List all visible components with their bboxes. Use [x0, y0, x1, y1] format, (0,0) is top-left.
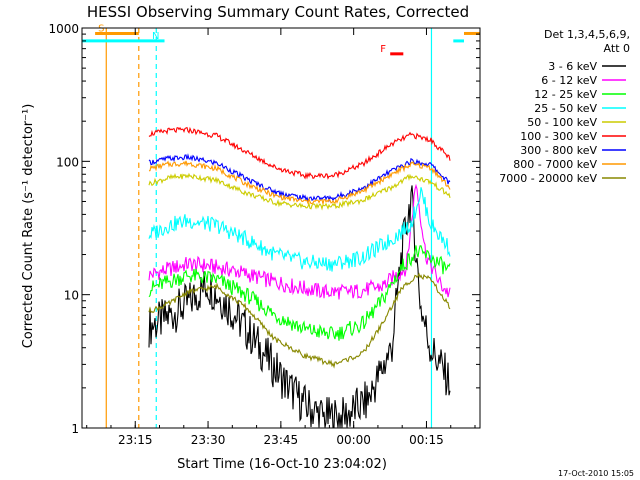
legend-label-4: 25 - 50 keV	[534, 102, 597, 115]
legend-label-5: 50 - 100 keV	[527, 116, 597, 129]
series-line-5	[148, 172, 451, 211]
legend-label-1: 3 - 6 keV	[548, 60, 597, 73]
legend-label-3: 12 - 25 keV	[534, 88, 597, 101]
x-tick-label-2: 23:30	[191, 433, 226, 447]
y-tick-label-4: 1000	[48, 22, 79, 36]
x-tick-label-4: 00:00	[336, 433, 371, 447]
y-tick-label-1: 1	[71, 422, 79, 436]
legend-label-7: 300 - 800 keV	[520, 144, 597, 157]
legend-header-2: Att 0	[604, 42, 630, 55]
chart-title: HESSI Observing Summary Count Rates, Cor…	[87, 3, 469, 21]
series-line-7	[148, 153, 451, 203]
x-axis-label: Start Time (16-Oct-10 23:04:02)	[177, 457, 387, 472]
legend-label-6: 100 - 300 keV	[520, 130, 597, 143]
timestamp: 17-Oct-2010 15:05	[558, 469, 634, 478]
y-tick-label-3: 100	[56, 155, 79, 169]
legend-label-8: 800 - 7000 keV	[513, 158, 597, 171]
x-tick-label-3: 23:45	[264, 433, 299, 447]
flag-label-s: S	[98, 23, 104, 34]
flag-label-n: N	[152, 31, 159, 42]
series-line-9	[148, 272, 451, 369]
x-tick-label-1: 23:15	[118, 433, 153, 447]
series-line-8	[148, 160, 451, 206]
x-tick-label-5: 00:15	[409, 433, 444, 447]
legend-label-9: 7000 - 20000 keV	[499, 172, 597, 185]
legend-header-1: Det 1,3,4,5,6,9,	[544, 28, 630, 41]
series-line-4	[148, 187, 451, 272]
series-line-2	[148, 183, 451, 300]
legend-label-2: 6 - 12 keV	[541, 74, 597, 87]
y-tick-label-2: 10	[64, 289, 79, 303]
series-line-1	[148, 185, 451, 428]
series-line-6	[148, 126, 451, 180]
series-line-3	[148, 245, 451, 341]
flag-label-f: F	[380, 44, 386, 55]
y-axis-label: Corrected Count Rate (s⁻¹ detector⁻¹)	[21, 104, 36, 349]
